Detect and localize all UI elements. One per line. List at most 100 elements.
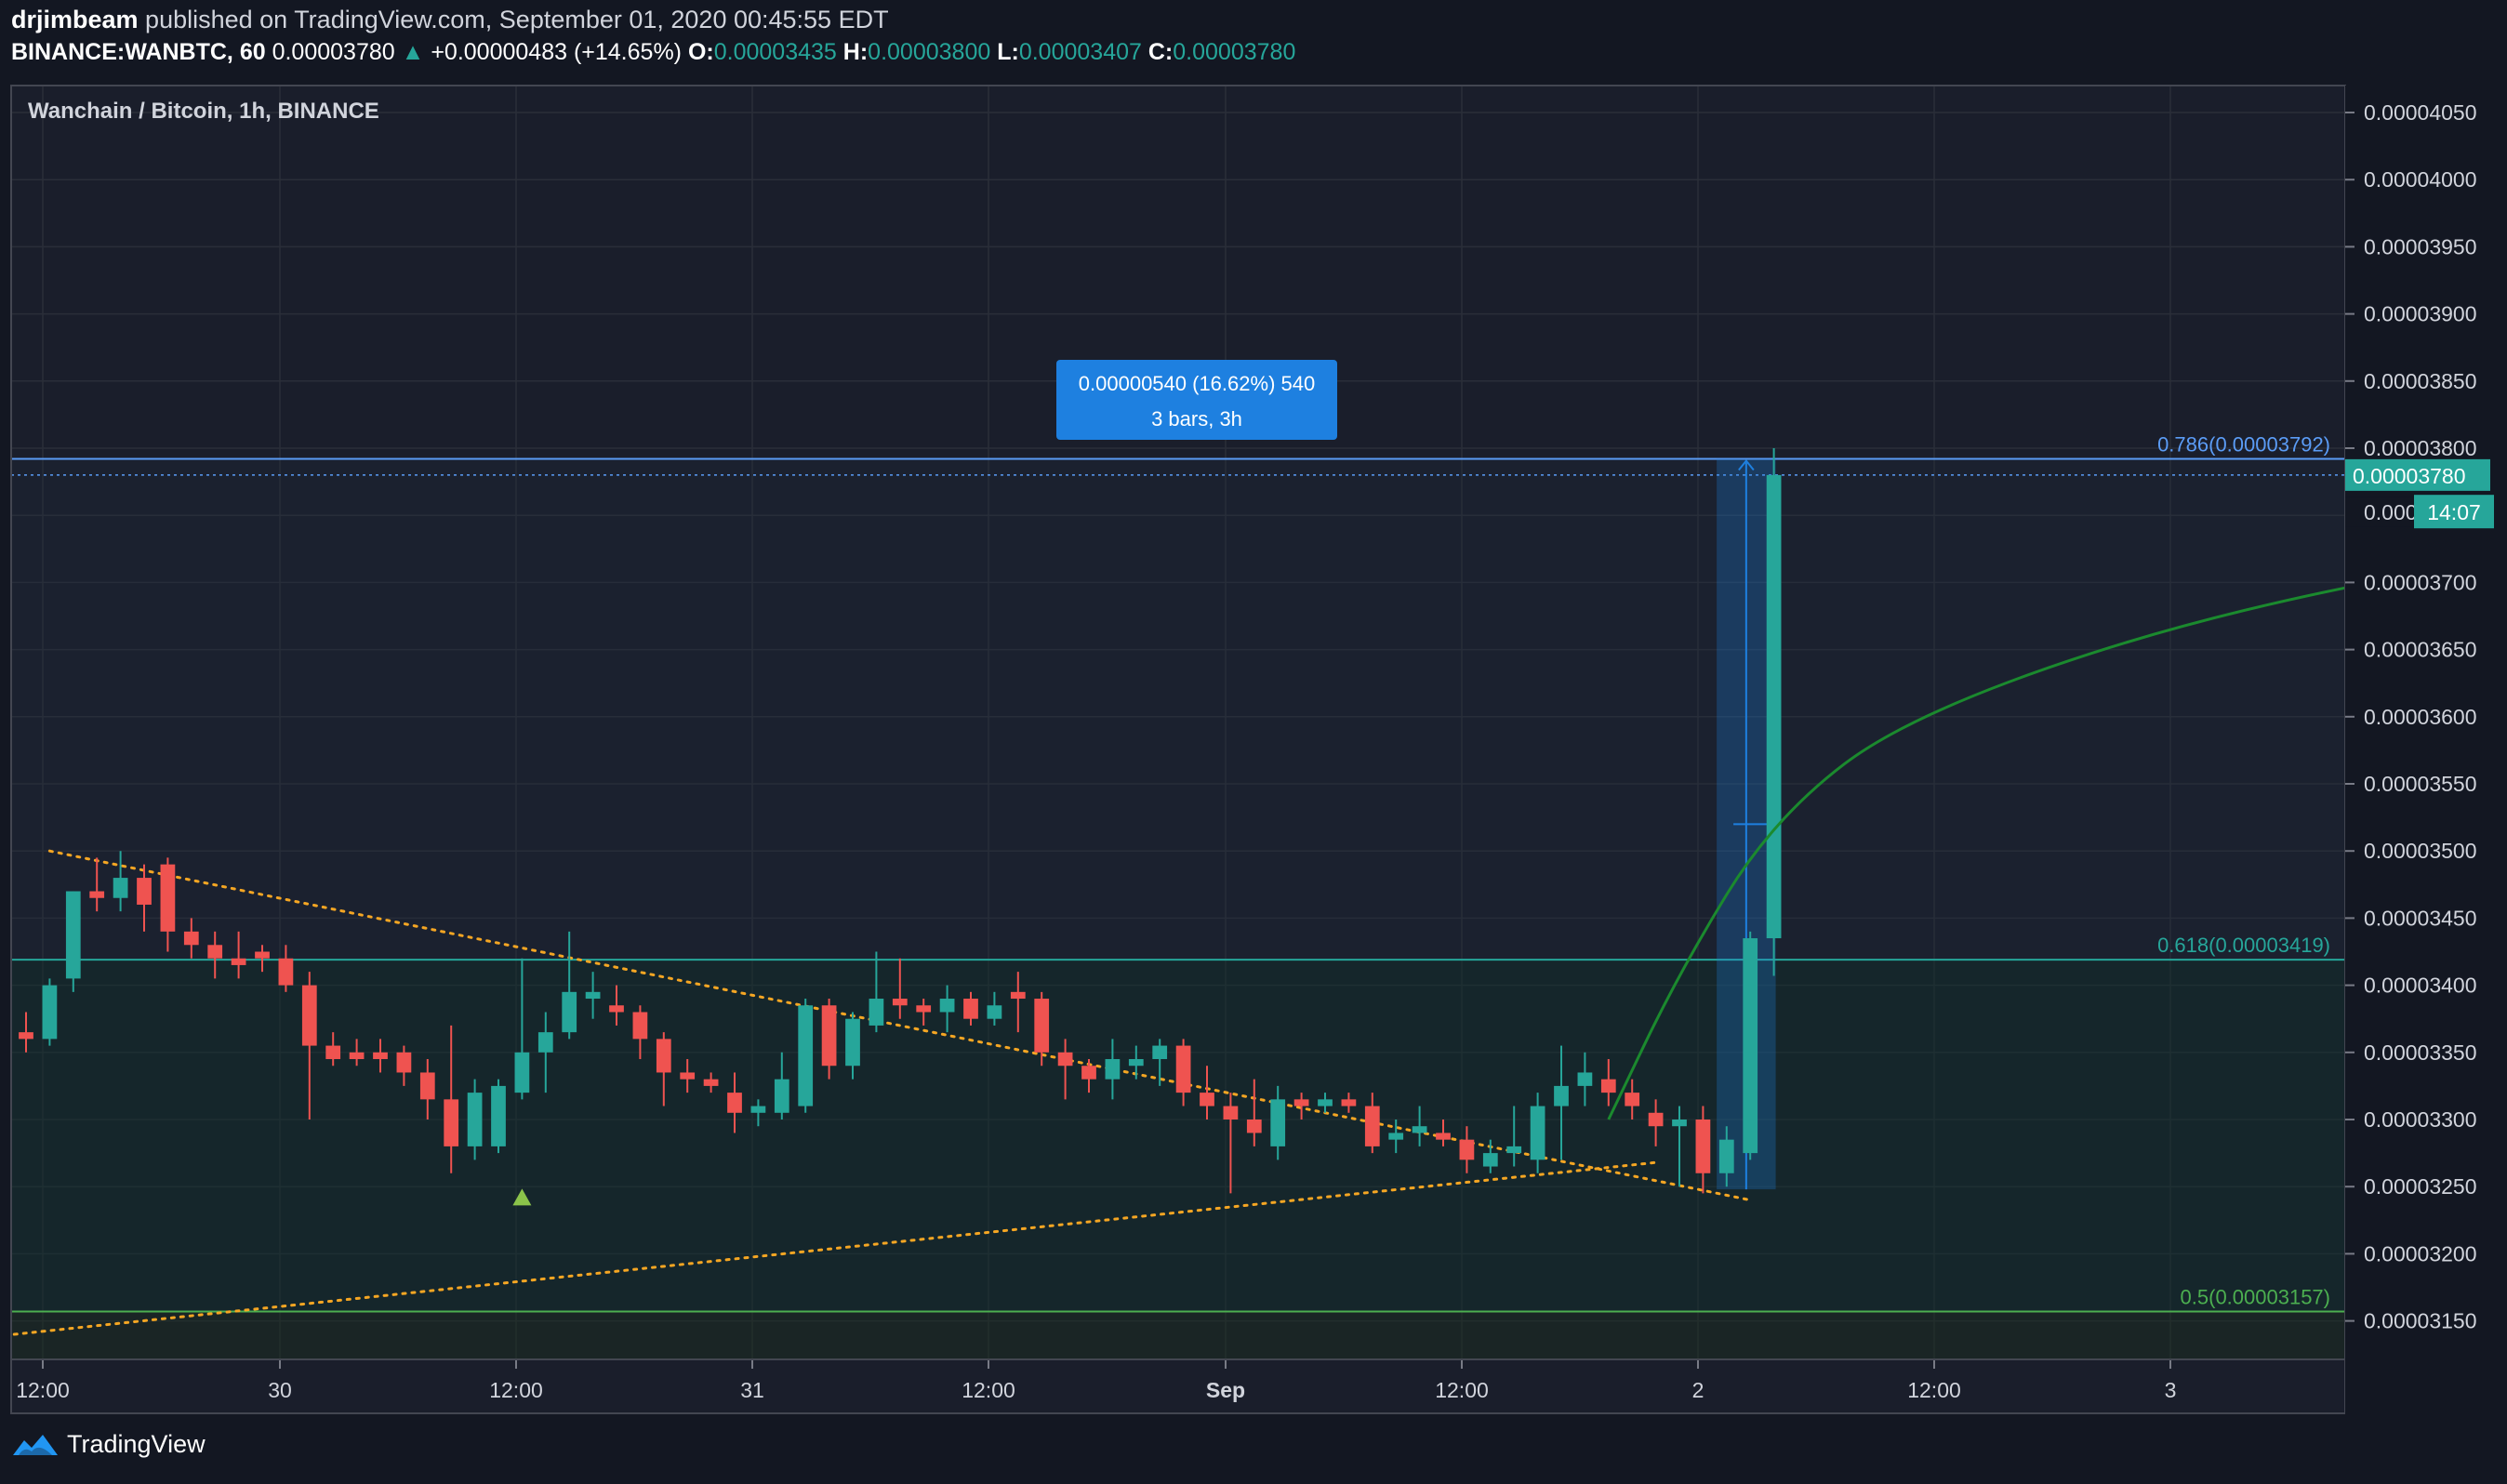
candle — [1246, 1079, 1262, 1146]
footer — [0, 1419, 2507, 1484]
candle — [207, 931, 223, 979]
candle-body — [1766, 474, 1782, 939]
partial-price-label: 0.000 — [2364, 500, 2418, 524]
candle — [1766, 448, 1782, 976]
candle-body — [491, 1085, 506, 1146]
fib-label: 0.618(0.00003419) — [2157, 934, 2330, 957]
candle — [373, 1039, 388, 1073]
candle — [231, 931, 246, 979]
candle-body — [349, 1052, 365, 1060]
x-tick-label: Sep — [1206, 1378, 1245, 1402]
candle-body — [278, 958, 294, 986]
y-tick-label: 0.00004050 — [2364, 100, 2477, 125]
y-tick-label: 0.00003500 — [2364, 839, 2477, 863]
candle — [562, 931, 577, 1040]
candle — [1152, 1039, 1168, 1086]
candle-body — [113, 878, 128, 898]
author-name[interactable]: drjimbeam — [11, 6, 139, 33]
candle-body — [821, 1005, 837, 1067]
y-tick-label: 0.00003900 — [2364, 302, 2477, 326]
y-tick-label: 0.00003600 — [2364, 705, 2477, 729]
candle-body — [537, 1032, 553, 1053]
candle — [137, 864, 152, 932]
candle-body — [1625, 1093, 1640, 1106]
y-tick-label: 0.00003200 — [2364, 1241, 2477, 1265]
x-tick-label: 2 — [1692, 1378, 1704, 1402]
header-bar: drjimbeam published on TradingView.com, … — [0, 0, 2507, 73]
x-tick-label: 3 — [2165, 1378, 2177, 1402]
candle — [1648, 1099, 1664, 1146]
low-label: L: — [997, 39, 1019, 65]
candle-body — [1436, 1133, 1451, 1140]
candle — [1081, 1059, 1096, 1093]
candle — [113, 851, 128, 912]
candle-body — [514, 1052, 530, 1093]
candle — [89, 857, 105, 912]
candle-body — [1128, 1059, 1144, 1067]
y-tick-label: 0.00003800 — [2364, 436, 2477, 460]
candle-body — [1482, 1153, 1498, 1167]
x-tick-label: 30 — [268, 1378, 292, 1402]
candle — [1482, 1139, 1498, 1173]
symbol-line: BINANCE:WANBTC, 60 0.00003780 ▲ +0.00000… — [11, 39, 1295, 66]
candle-body — [774, 1079, 789, 1113]
candle-body — [19, 1032, 33, 1040]
candle-body — [1057, 1052, 1073, 1067]
candle — [1625, 1079, 1640, 1120]
candle-body — [301, 985, 317, 1046]
candle-body — [1318, 1099, 1333, 1106]
candle-body — [1743, 938, 1758, 1154]
candle-body — [585, 991, 601, 1000]
candle-body — [444, 1099, 459, 1146]
candle-body — [680, 1072, 696, 1080]
candle-body — [183, 931, 199, 946]
candle-body — [1010, 991, 1026, 1000]
candle-body — [869, 999, 884, 1026]
candle-body — [1152, 1045, 1168, 1060]
countdown-label: 14:07 — [2427, 500, 2481, 524]
candle — [727, 1072, 742, 1133]
candle — [1223, 1093, 1239, 1194]
partial-bg — [2345, 497, 2416, 527]
y-tick-label: 0.00003250 — [2364, 1174, 2477, 1199]
chart-title: Wanchain / Bitcoin, 1h, BINANCE — [28, 99, 379, 124]
x-tick-label: 31 — [740, 1378, 764, 1402]
tradingview-icon — [13, 1434, 58, 1455]
candle-body — [845, 1018, 860, 1067]
candle — [1412, 1106, 1427, 1146]
candle-body — [703, 1079, 719, 1086]
trendlines[interactable] — [12, 849, 1752, 1336]
open-value: 0.00003435 — [713, 39, 837, 65]
candle-body — [609, 1005, 624, 1013]
y-tick-label: 0.00003650 — [2364, 638, 2477, 662]
candle — [444, 1025, 459, 1173]
y-tick-label: 0.00003150 — [2364, 1309, 2477, 1333]
candle — [1718, 1126, 1734, 1187]
candle — [916, 999, 932, 1026]
tradingview-logo[interactable]: TradingView — [11, 1430, 206, 1459]
candle-body — [89, 891, 105, 898]
price-axis[interactable]: 0.00004050 0.00004000 0.00003950 0.00003900… — [2345, 86, 2507, 1419]
y-tick-label: 0.00003400 — [2364, 974, 2477, 998]
candle — [585, 972, 601, 1019]
trendline — [12, 1160, 1658, 1336]
candle — [1530, 1093, 1545, 1173]
high-label: H: — [842, 39, 869, 65]
candle — [1034, 991, 1050, 1067]
price-chart[interactable]: 0.786(0.00003792) 0.618(0.00003419) 0.5(0.… — [0, 0, 2507, 1419]
candle-body — [419, 1072, 435, 1100]
candle — [1010, 972, 1026, 1033]
candle-body — [632, 1012, 648, 1040]
candle-body — [207, 945, 223, 959]
time-axis[interactable]: 12:00 30 12:00 31 12:00 Sep 12:00 2 12:00 3 — [11, 1358, 2345, 1402]
projection-curve[interactable] — [1607, 468, 2507, 1120]
last-price-label: 0.00003780 — [2353, 464, 2466, 488]
curve-path — [1607, 557, 2507, 1120]
candle — [1293, 1093, 1309, 1120]
candle-body — [1648, 1112, 1664, 1127]
candle-body — [65, 891, 81, 979]
candle — [1318, 1093, 1333, 1113]
candle — [255, 945, 270, 973]
candle — [278, 945, 294, 992]
price-change: +0.00000483 (+14.65%) — [431, 39, 682, 65]
